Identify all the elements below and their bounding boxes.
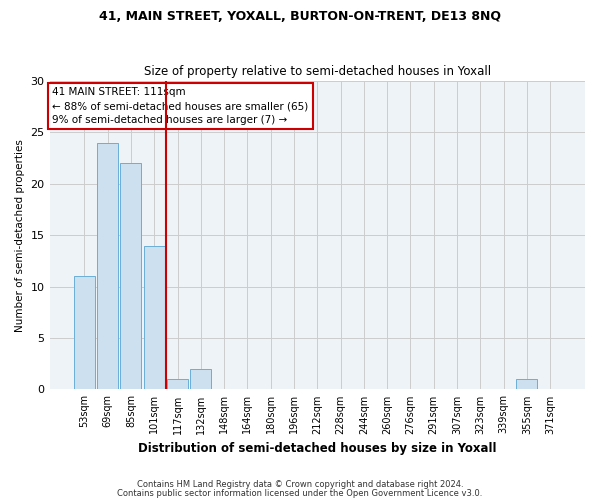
- Bar: [74, 276, 95, 390]
- Text: 41 MAIN STREET: 111sqm
← 88% of semi-detached houses are smaller (65)
9% of semi: 41 MAIN STREET: 111sqm ← 88% of semi-det…: [52, 87, 308, 125]
- Bar: [97, 142, 118, 390]
- Bar: [517, 379, 538, 390]
- Y-axis label: Number of semi-detached properties: Number of semi-detached properties: [15, 139, 25, 332]
- Bar: [144, 246, 165, 390]
- Bar: [167, 379, 188, 390]
- X-axis label: Distribution of semi-detached houses by size in Yoxall: Distribution of semi-detached houses by …: [138, 442, 497, 455]
- Text: Contains public sector information licensed under the Open Government Licence v3: Contains public sector information licen…: [118, 488, 482, 498]
- Bar: [121, 164, 142, 390]
- Text: Contains HM Land Registry data © Crown copyright and database right 2024.: Contains HM Land Registry data © Crown c…: [137, 480, 463, 489]
- Text: 41, MAIN STREET, YOXALL, BURTON-ON-TRENT, DE13 8NQ: 41, MAIN STREET, YOXALL, BURTON-ON-TRENT…: [99, 10, 501, 23]
- Bar: [190, 369, 211, 390]
- Title: Size of property relative to semi-detached houses in Yoxall: Size of property relative to semi-detach…: [144, 66, 491, 78]
